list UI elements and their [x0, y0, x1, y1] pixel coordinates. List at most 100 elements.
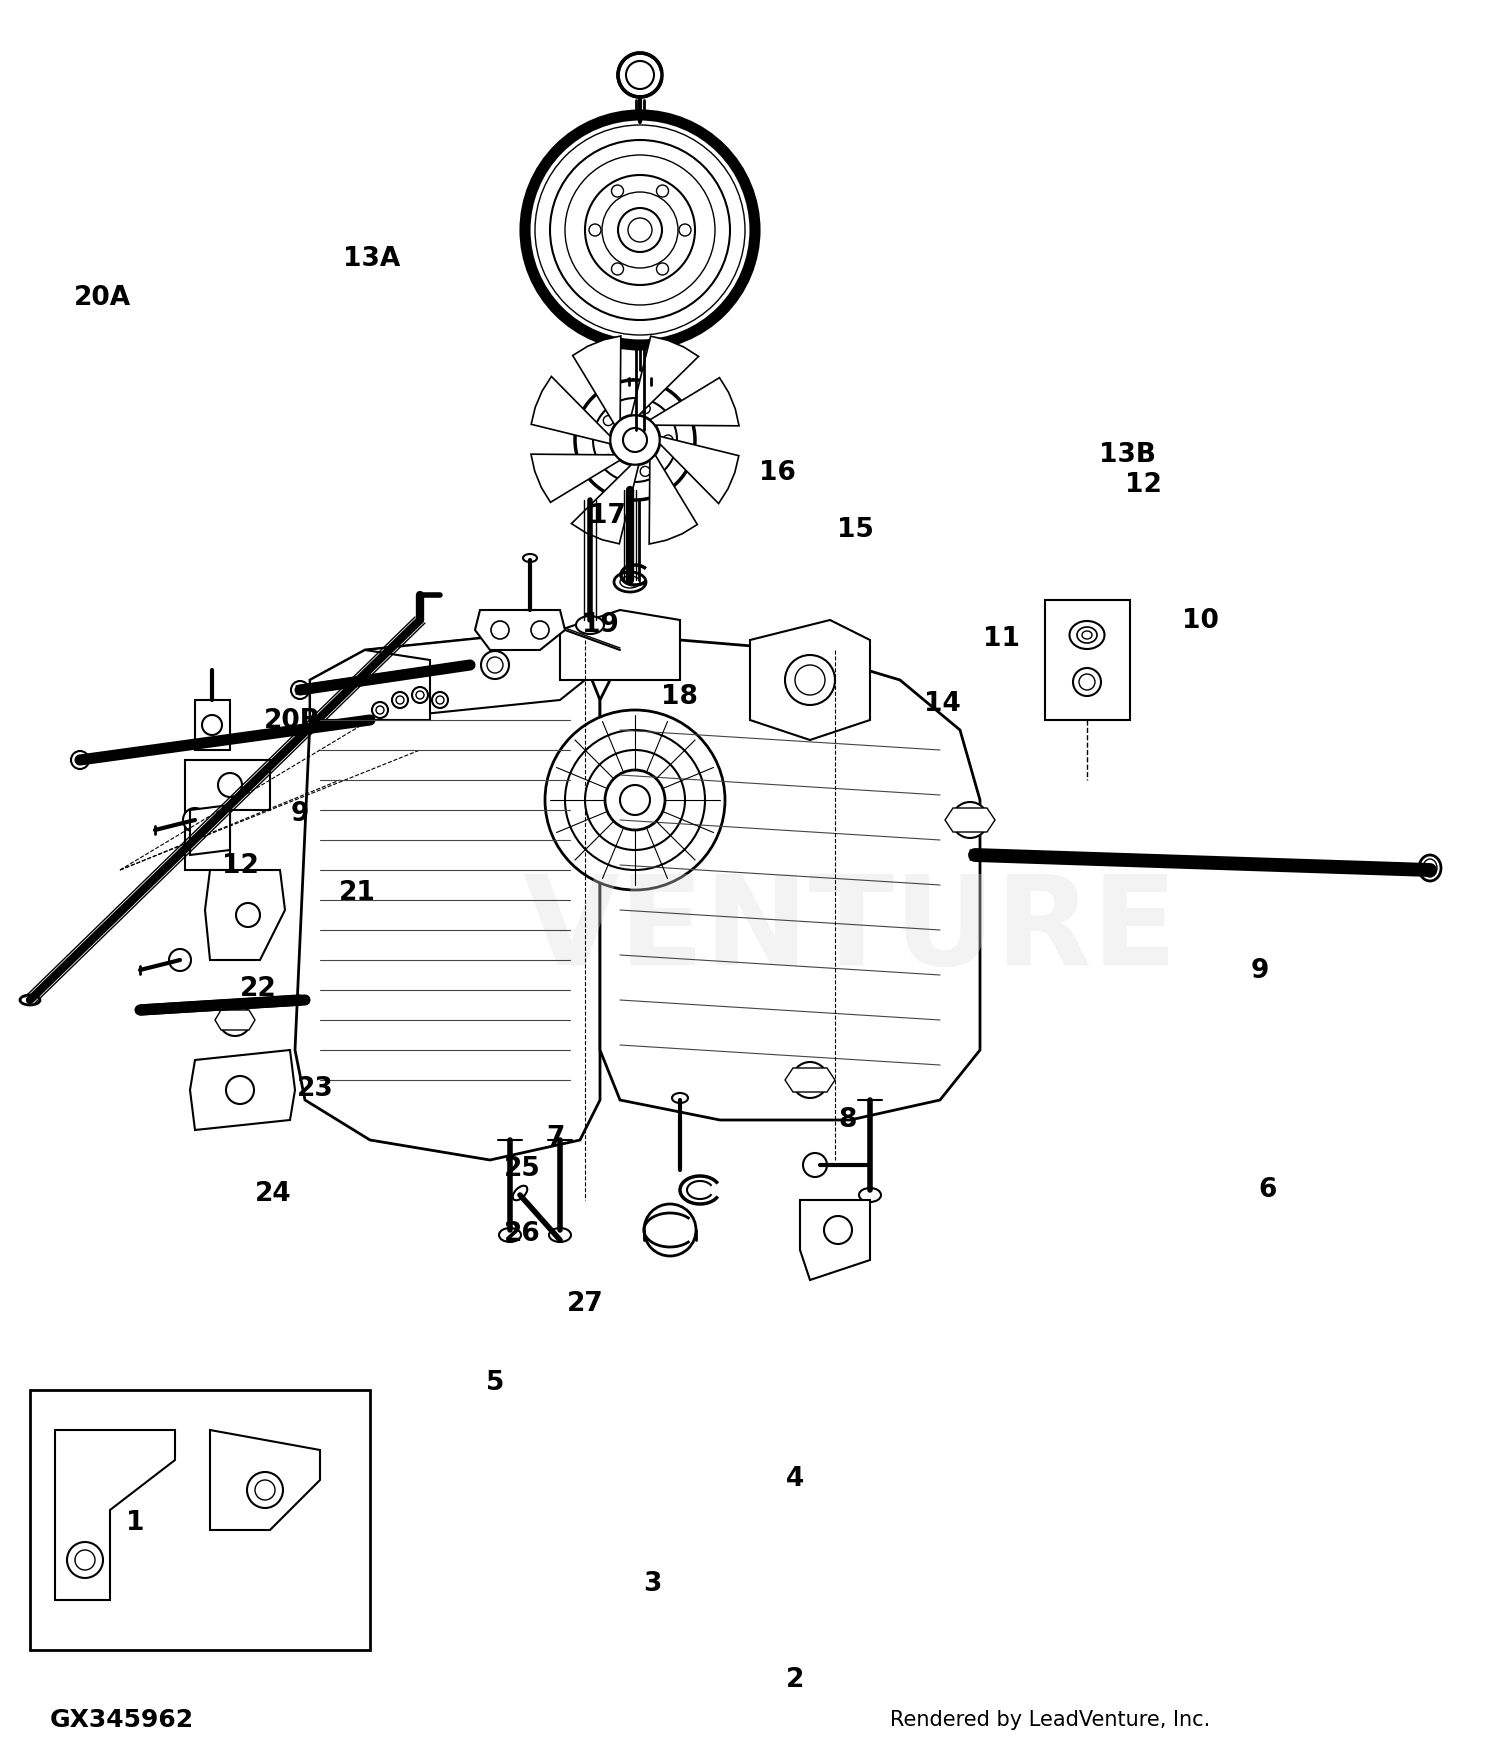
- Text: 19: 19: [582, 612, 618, 637]
- Ellipse shape: [513, 1186, 528, 1200]
- Ellipse shape: [576, 616, 604, 634]
- Circle shape: [566, 156, 716, 304]
- Text: 3: 3: [644, 1572, 662, 1596]
- Circle shape: [392, 691, 408, 709]
- Polygon shape: [210, 1430, 320, 1530]
- Circle shape: [482, 651, 508, 679]
- Polygon shape: [310, 649, 430, 719]
- Circle shape: [75, 1550, 94, 1570]
- Ellipse shape: [524, 555, 537, 562]
- Circle shape: [236, 903, 260, 928]
- Polygon shape: [190, 1050, 296, 1130]
- Polygon shape: [56, 1430, 176, 1600]
- Text: VENTURE: VENTURE: [522, 870, 1178, 990]
- Text: 10: 10: [1182, 609, 1218, 634]
- Text: 27: 27: [567, 1292, 603, 1316]
- Polygon shape: [600, 640, 980, 1120]
- Text: 25: 25: [504, 1157, 540, 1181]
- Polygon shape: [650, 378, 740, 425]
- Circle shape: [795, 665, 825, 695]
- Text: 8: 8: [839, 1108, 856, 1132]
- Circle shape: [802, 1153, 826, 1178]
- Circle shape: [585, 175, 694, 285]
- Polygon shape: [195, 700, 230, 751]
- Polygon shape: [184, 760, 270, 870]
- Circle shape: [217, 774, 242, 796]
- Circle shape: [592, 397, 676, 481]
- Ellipse shape: [859, 1188, 880, 1202]
- Polygon shape: [632, 336, 699, 415]
- Circle shape: [628, 219, 652, 242]
- Circle shape: [1078, 674, 1095, 690]
- Circle shape: [226, 1011, 244, 1029]
- Text: 13A: 13A: [344, 247, 400, 271]
- Text: 1: 1: [126, 1510, 144, 1535]
- Circle shape: [612, 262, 624, 275]
- Circle shape: [626, 61, 654, 89]
- Text: 9: 9: [291, 802, 309, 826]
- Ellipse shape: [291, 681, 309, 698]
- Circle shape: [663, 436, 674, 444]
- Circle shape: [590, 224, 602, 236]
- Circle shape: [226, 1076, 254, 1104]
- Circle shape: [248, 1472, 284, 1508]
- Circle shape: [603, 455, 613, 464]
- Text: 2: 2: [786, 1668, 804, 1692]
- Ellipse shape: [1424, 859, 1437, 877]
- Text: 12: 12: [1125, 473, 1161, 497]
- Text: 12: 12: [222, 854, 258, 878]
- Text: 7: 7: [546, 1125, 564, 1150]
- Circle shape: [219, 1004, 251, 1036]
- Text: 6: 6: [1258, 1178, 1276, 1202]
- Circle shape: [574, 380, 694, 500]
- Polygon shape: [572, 466, 639, 544]
- Text: 9: 9: [1251, 959, 1269, 984]
- Circle shape: [784, 654, 836, 705]
- Circle shape: [622, 429, 646, 452]
- Circle shape: [618, 52, 662, 96]
- Circle shape: [170, 949, 190, 971]
- Text: Rendered by LeadVenture, Inc.: Rendered by LeadVenture, Inc.: [890, 1710, 1210, 1731]
- Circle shape: [436, 696, 444, 704]
- Text: 14: 14: [924, 691, 960, 716]
- Polygon shape: [945, 808, 994, 831]
- Circle shape: [202, 716, 222, 735]
- Polygon shape: [650, 455, 698, 544]
- Text: 26: 26: [504, 1222, 540, 1246]
- Circle shape: [657, 262, 669, 275]
- Circle shape: [396, 696, 404, 704]
- Circle shape: [612, 186, 624, 198]
- Polygon shape: [784, 1068, 836, 1092]
- Circle shape: [603, 415, 613, 425]
- Circle shape: [183, 808, 207, 831]
- Text: 21: 21: [339, 880, 375, 905]
- Circle shape: [602, 192, 678, 268]
- Ellipse shape: [1419, 856, 1442, 880]
- Ellipse shape: [549, 1228, 572, 1242]
- Text: 15: 15: [837, 518, 873, 542]
- Circle shape: [566, 730, 705, 870]
- Text: 23: 23: [297, 1076, 333, 1101]
- Circle shape: [536, 124, 746, 334]
- Circle shape: [432, 691, 448, 709]
- Text: 17: 17: [590, 504, 626, 528]
- Circle shape: [960, 810, 980, 829]
- Ellipse shape: [70, 751, 88, 768]
- Polygon shape: [206, 870, 285, 961]
- Polygon shape: [573, 336, 621, 425]
- Text: 20A: 20A: [74, 285, 130, 310]
- Circle shape: [1072, 668, 1101, 696]
- Polygon shape: [214, 1010, 255, 1031]
- Circle shape: [792, 1062, 828, 1097]
- Circle shape: [488, 656, 502, 674]
- Circle shape: [531, 621, 549, 639]
- Circle shape: [68, 1542, 104, 1578]
- Circle shape: [644, 1204, 696, 1256]
- Text: 13B: 13B: [1100, 443, 1156, 467]
- Text: 20B: 20B: [264, 709, 321, 733]
- Ellipse shape: [620, 576, 640, 588]
- Text: 18: 18: [662, 684, 698, 709]
- Circle shape: [620, 786, 650, 816]
- Circle shape: [376, 705, 384, 714]
- Circle shape: [640, 467, 650, 476]
